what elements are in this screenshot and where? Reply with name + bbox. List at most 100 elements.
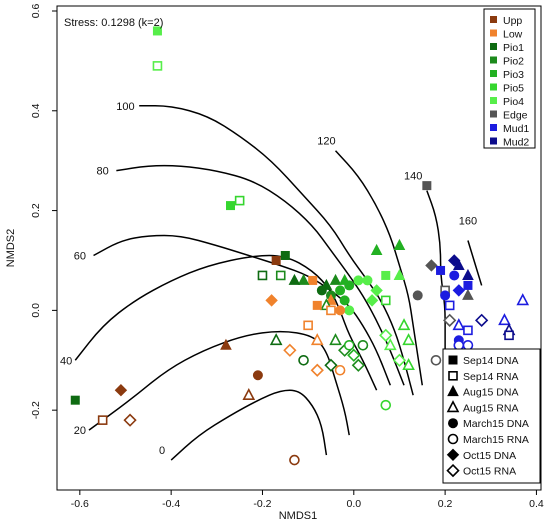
legend-label: Low [503,29,523,41]
legend-symbol [448,370,458,381]
data-point [303,320,313,331]
data-point [475,313,489,327]
x-tick-label: -0.2 [253,498,271,510]
data-point [308,275,318,285]
data-point [380,295,391,306]
stress-label: Stress: 0.1298 (k=2) [64,17,163,29]
data-point [335,305,346,316]
y-tick-label: 0.4 [30,103,42,118]
data-point [280,250,290,260]
legend-label: Mud1 [503,123,529,135]
data-point [114,383,128,397]
legend-label: Aug15 DNA [463,387,518,399]
legend-symbol [447,433,459,445]
data-point [412,290,423,301]
legend-label: Pio4 [503,96,524,108]
x-tick-label: 0.2 [438,498,453,510]
contour-label-140: 140 [404,171,422,183]
x-axis: -0.6 -0.4 -0.2 0.0 0.2 0.4 [71,490,544,510]
x-axis-label: NMDS1 [279,510,318,522]
legend-swatch [490,29,497,37]
data-point [393,268,406,280]
legend-swatch [490,97,497,104]
legend-swatch [490,70,497,77]
y-tick-label: 0.0 [30,303,42,318]
legend-symbol [448,418,458,429]
data-point [265,294,278,307]
legend-label: Pio3 [503,69,524,81]
y-tick-label: -0.2 [30,401,42,419]
legend-symbol [446,400,460,413]
legend-symbol [448,355,458,365]
data-point [242,387,256,400]
data-point [362,275,373,286]
data-point [397,318,411,331]
contour-line-60 [93,234,392,386]
legend-swatch [490,110,497,118]
data-point [462,268,474,280]
data-point [462,288,474,300]
y-axis-label: NMDS2 [5,229,17,268]
data-point [463,280,473,290]
data-point [298,354,309,366]
contour-line-20 [88,330,350,436]
data-point [422,181,432,191]
data-point [252,370,263,381]
data-point [289,454,300,466]
data-point [310,363,324,377]
legend-swatch [490,43,497,50]
legend-label: Pio2 [503,56,524,68]
legend-label: March15 RNA [463,434,529,446]
legend-swatch [490,56,497,64]
contour-label-60: 60 [74,250,86,262]
data-point [365,294,379,307]
legend-swatch [490,83,497,91]
data-point [288,273,301,285]
data-point [226,201,236,211]
data-point [449,270,460,281]
data-point [402,333,415,346]
legend-symbol [447,385,459,397]
legend-label: Pio1 [503,42,524,54]
legend-label: Upp [503,15,522,27]
data-point [516,293,530,306]
data-point [444,300,455,311]
plot-frame [56,5,542,491]
data-point [463,325,473,336]
data-point [452,258,465,270]
data-point [344,305,355,316]
data-point [271,255,281,265]
x-tick-label: 0.0 [346,498,361,510]
data-point [430,354,442,366]
contour-line-160 [467,240,483,286]
contour-label-0: 0 [159,445,165,457]
contour-label-80: 80 [97,166,109,178]
data-point [324,358,338,372]
contour-line-120 [334,150,424,386]
data-point [402,358,415,371]
data-point [452,284,466,297]
data-point [344,280,355,291]
data-point [123,413,137,427]
data-point [297,273,310,285]
legend-swatch [490,137,497,145]
legend-label: Pio5 [503,83,524,95]
data-point [283,343,297,357]
data-point [316,285,327,296]
data-point [234,195,245,206]
data-point [370,284,383,297]
contour-label-40: 40 [60,355,72,367]
data-point [462,339,474,351]
legend-swatch [490,124,497,131]
data-point [453,339,465,351]
contour-line-80 [116,164,405,386]
legend-label: Oct15 RNA [463,466,516,478]
data-point [392,353,407,367]
legend-symbol [446,448,460,462]
data-point [257,270,268,281]
contour-line-0 [170,389,328,461]
data-point [381,270,391,280]
data-point [436,265,446,275]
